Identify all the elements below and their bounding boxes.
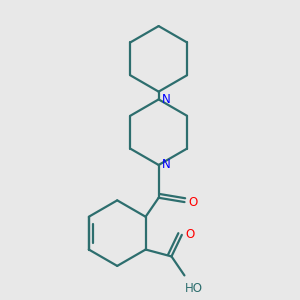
Text: N: N — [162, 158, 171, 172]
Text: O: O — [188, 196, 197, 208]
Text: HO: HO — [185, 282, 203, 295]
Text: N: N — [162, 93, 171, 106]
Text: O: O — [185, 228, 194, 242]
